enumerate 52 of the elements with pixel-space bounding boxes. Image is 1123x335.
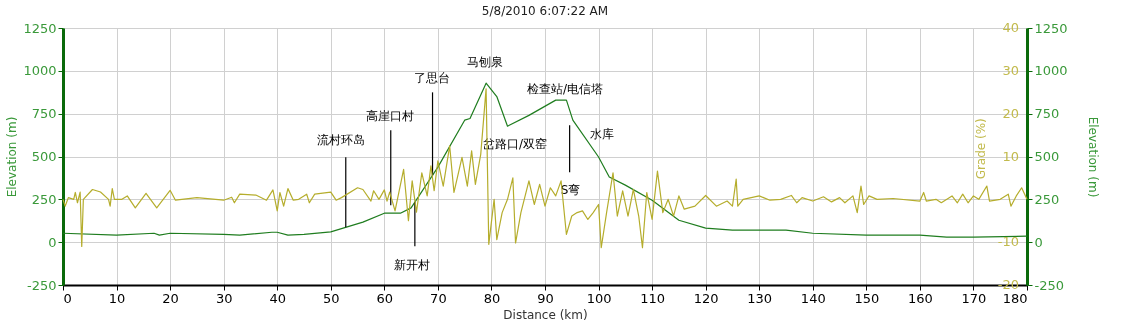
annotation: 岔路口/双窑 — [482, 137, 548, 151]
y-tick-label: 1000 — [23, 63, 57, 79]
y2-tick-label: 30 — [1002, 62, 1019, 78]
y3-tick-label: 1250 — [1034, 20, 1068, 36]
x-tick-label: 60 — [376, 290, 394, 306]
annotation: 水库 — [590, 127, 614, 141]
x-tick-label: 150 — [854, 290, 880, 306]
x-tick-label: 170 — [961, 290, 987, 306]
y3-axis-title: Elevation (m) — [1085, 116, 1100, 198]
y2-tick-label: 40 — [1002, 20, 1019, 35]
x-tick-label: 50 — [323, 290, 340, 306]
y3-tick-label: 750 — [1034, 106, 1060, 122]
y2-axis-title: Grade (%) — [974, 118, 988, 180]
y2-tick-label: 10 — [1002, 148, 1019, 164]
y-tick-label: 0 — [48, 234, 57, 250]
x-tick-label: 130 — [747, 290, 773, 306]
y3-tick-label: 500 — [1034, 149, 1060, 164]
x-tick-label: 120 — [693, 290, 719, 306]
y-tick-label: 1250 — [23, 20, 57, 36]
x-tick-label: 160 — [907, 290, 933, 306]
x-tick-label: 40 — [269, 290, 286, 306]
x-tick-label: 10 — [108, 290, 126, 306]
annotation: 高崖口村 — [365, 109, 414, 124]
y-tick-label: 750 — [31, 106, 57, 122]
x-axis-title: Distance (km) — [503, 307, 588, 322]
chart-title: 5/8/2010 6:07:22 AM — [481, 4, 609, 18]
annotation: 了思台 — [413, 71, 450, 86]
y3-tick-label: -250 — [1034, 277, 1065, 293]
x-tick-label: 20 — [162, 290, 179, 306]
x-tick-label: 80 — [483, 290, 501, 306]
y3-tick-label: 250 — [1034, 191, 1060, 207]
annotation: S弯 — [560, 183, 581, 198]
x-tick-label: 0 — [63, 290, 72, 306]
y3-tick-label: 1000 — [1034, 63, 1068, 79]
x-tick-label: 30 — [215, 290, 233, 306]
x-tick-label: 110 — [640, 290, 666, 306]
x-tick-label: 70 — [430, 290, 447, 306]
y-tick-label: -250 — [26, 277, 57, 293]
y-tick-label: 500 — [31, 149, 57, 164]
annotation: 马刨泉 — [467, 55, 503, 69]
x-tick-label: 90 — [537, 290, 554, 306]
y-axis-title: Elevation (m) — [5, 116, 20, 198]
x-tick-label: 180 — [1002, 290, 1028, 306]
x-tick-label: 100 — [586, 290, 612, 306]
y-tick-label: 250 — [31, 191, 57, 207]
y2-tick-label: 20 — [1002, 105, 1019, 121]
y3-tick-label: 0 — [1034, 234, 1043, 250]
y2-tick-label: -10 — [997, 234, 1019, 250]
annotation: 检查站/电信塔 — [526, 82, 604, 96]
x-tick-label: 140 — [800, 290, 826, 306]
annotation: 新开村 — [393, 258, 430, 273]
annotation: 流村环岛 — [316, 133, 365, 148]
